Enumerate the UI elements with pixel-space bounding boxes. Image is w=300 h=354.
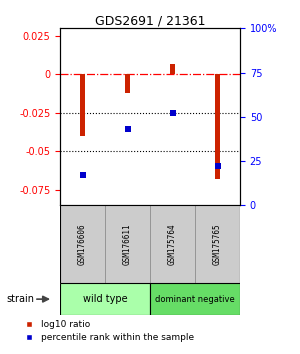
Bar	[105, 205, 150, 283]
Text: dominant negative: dominant negative	[155, 295, 235, 304]
Legend: log10 ratio, percentile rank within the sample: log10 ratio, percentile rank within the …	[20, 320, 194, 342]
Bar	[80, 74, 85, 136]
Bar	[195, 205, 240, 283]
Bar	[125, 74, 130, 93]
Text: GSM175765: GSM175765	[213, 223, 222, 265]
Bar	[215, 74, 220, 179]
Text: GSM176606: GSM176606	[78, 223, 87, 265]
Text: wild type: wild type	[83, 294, 127, 304]
Text: GSM176611: GSM176611	[123, 223, 132, 265]
Text: strain: strain	[6, 294, 34, 304]
Bar	[150, 283, 240, 315]
Title: GDS2691 / 21361: GDS2691 / 21361	[95, 14, 205, 27]
Bar	[150, 205, 195, 283]
Text: GSM175764: GSM175764	[168, 223, 177, 265]
Bar	[60, 205, 105, 283]
Bar	[170, 64, 175, 74]
Bar	[60, 283, 150, 315]
